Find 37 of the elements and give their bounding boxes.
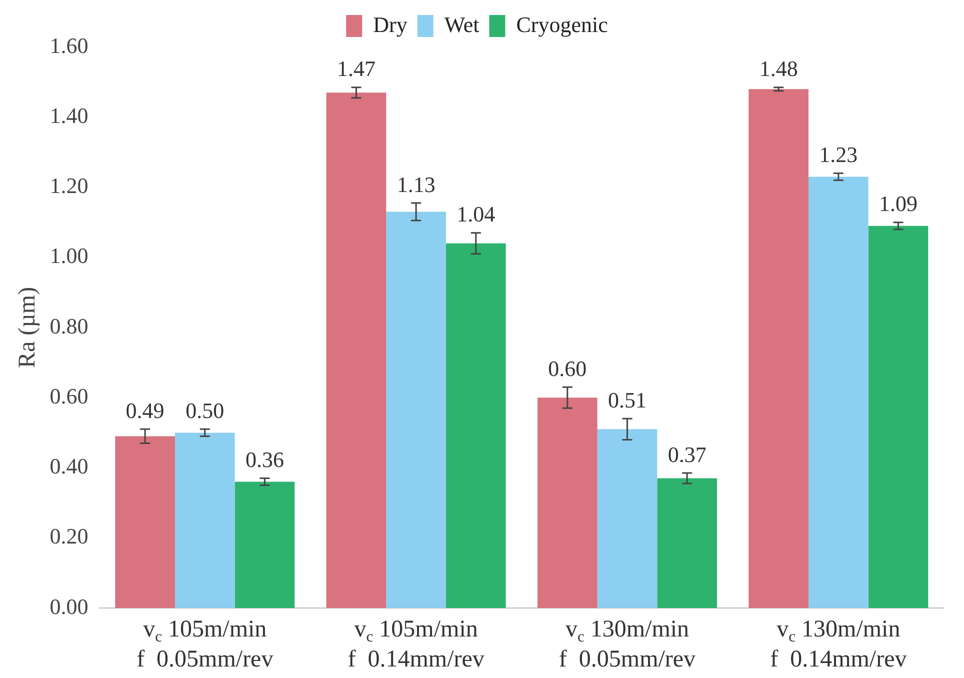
- data-label: 1.09: [878, 191, 918, 216]
- bar: [868, 226, 928, 608]
- data-label: 0.37: [668, 442, 706, 467]
- data-label: 0.60: [548, 356, 587, 381]
- bar: [386, 212, 446, 608]
- bar: [234, 482, 295, 608]
- y-tick-label: 1.60: [50, 32, 88, 58]
- bar: [446, 243, 506, 608]
- y-tick-label: 0.20: [50, 524, 88, 549]
- data-label: 1.47: [336, 56, 376, 82]
- data-label: 0.51: [608, 387, 646, 412]
- data-label: 1.48: [759, 56, 798, 82]
- y-tick-label: 0.40: [50, 454, 88, 479]
- bar: [597, 429, 658, 608]
- data-label: 0.50: [186, 398, 224, 423]
- data-label: 1.13: [396, 172, 436, 197]
- legend-label: Dry: [373, 12, 408, 37]
- y-tick-label: 0.80: [50, 313, 88, 338]
- legend-label: Wet: [444, 12, 480, 37]
- y-tick-label: 0.60: [50, 383, 88, 408]
- y-tick-label: 0.00: [50, 594, 88, 619]
- bar: [657, 478, 717, 608]
- y-tick-label: 1.20: [50, 173, 88, 198]
- y-tick-label: 1.40: [50, 102, 88, 128]
- data-label: 1.23: [819, 142, 858, 168]
- data-label: 0.49: [126, 398, 164, 423]
- bar: [115, 436, 175, 608]
- y-tick-label: 1.00: [50, 243, 88, 268]
- y-axis-title: Ra (µm): [14, 286, 41, 368]
- bar: [748, 89, 808, 608]
- legend-label: Cryogenic: [516, 12, 608, 37]
- bar: [326, 92, 386, 608]
- bar: [174, 432, 235, 608]
- data-label: 0.36: [245, 447, 284, 472]
- data-label: 1.04: [456, 202, 496, 227]
- bar: [808, 176, 868, 608]
- bar: [537, 398, 598, 608]
